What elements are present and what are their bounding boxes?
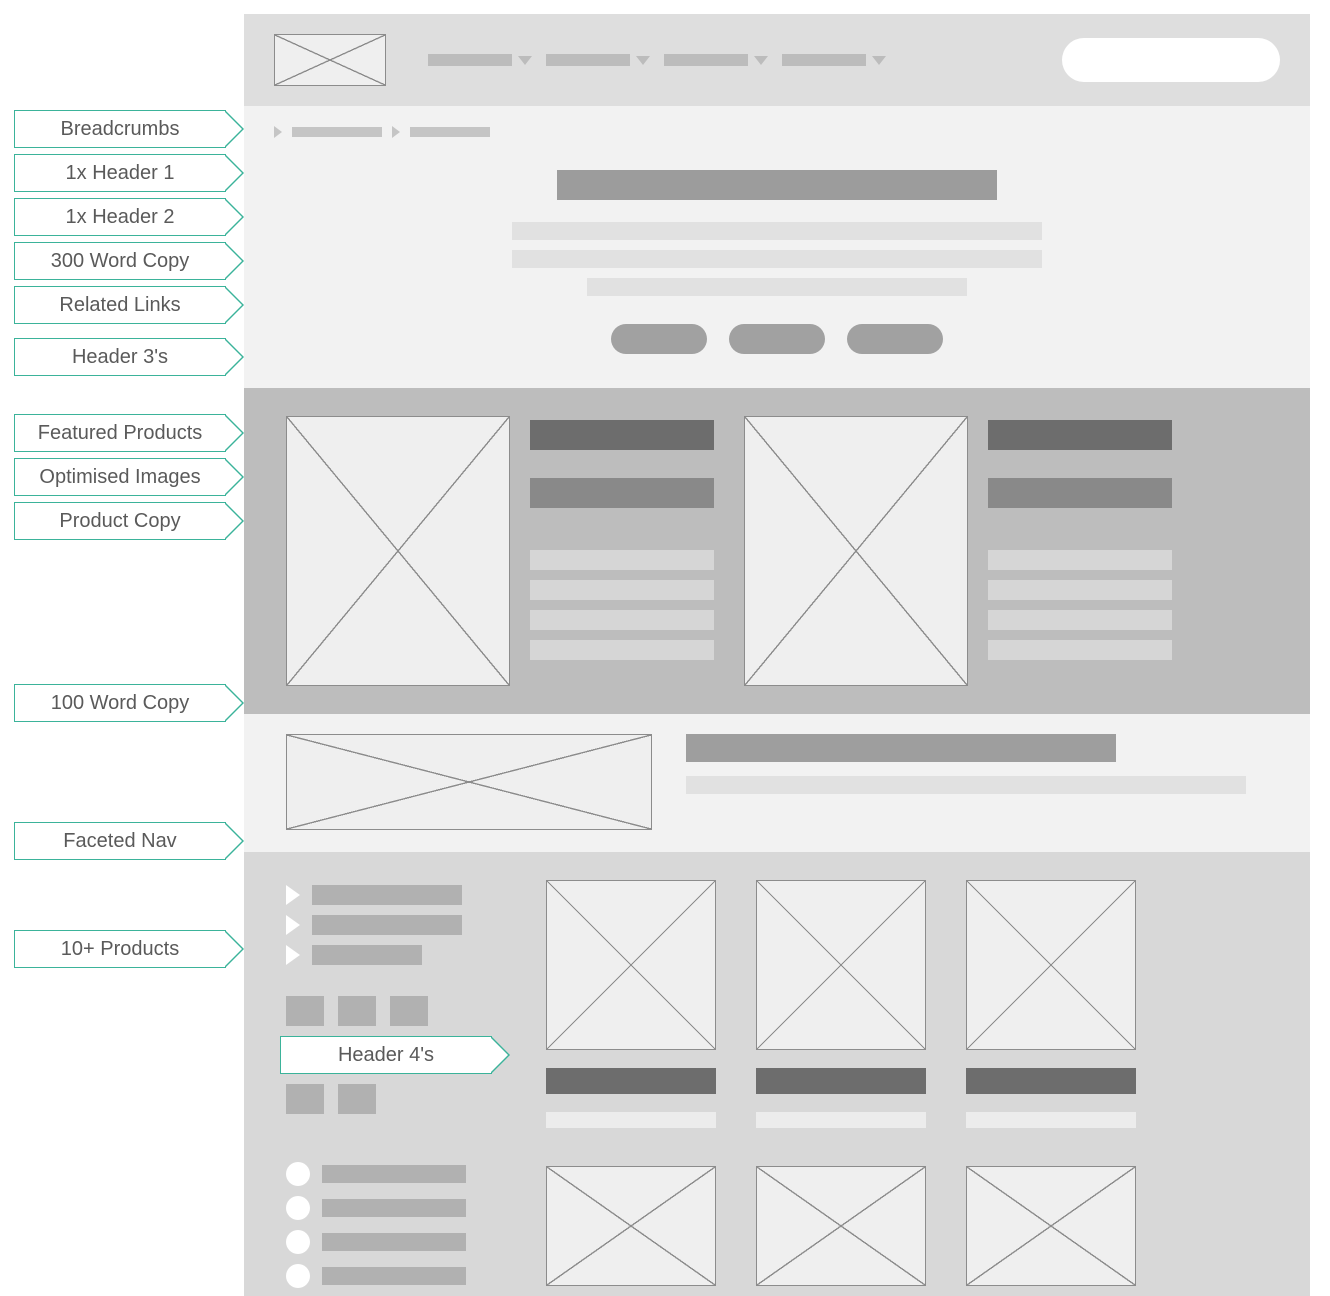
product-copy-line [530, 550, 714, 570]
expand-icon [286, 945, 300, 965]
related-link[interactable] [729, 324, 825, 354]
wireframe-page [244, 14, 1310, 1296]
featured-product[interactable] [286, 416, 714, 686]
chevron-right-icon [274, 126, 282, 138]
radio-icon [286, 1264, 310, 1288]
chevron-down-icon [872, 56, 886, 65]
copy-line [587, 278, 967, 296]
featured-products [244, 388, 1310, 714]
product-copy-line [988, 550, 1172, 570]
product-copy-line [546, 1112, 716, 1128]
facet-group[interactable] [286, 910, 486, 940]
product-copy-line [988, 610, 1172, 630]
featured-product[interactable] [744, 416, 1172, 686]
anno-breadcrumbs: Breadcrumbs [14, 110, 226, 148]
radio-option[interactable] [286, 1230, 486, 1254]
expand-icon [286, 915, 300, 935]
anno-100-word-copy: 100 Word Copy [14, 684, 226, 722]
breadcrumb [274, 120, 1280, 144]
product-subhead [988, 478, 1172, 508]
logo-placeholder[interactable] [274, 34, 386, 86]
anno-related-links: Related Links [14, 286, 226, 324]
breadcrumb-item[interactable] [410, 127, 490, 137]
radio-option[interactable] [286, 1162, 486, 1186]
product-image-placeholder[interactable] [966, 880, 1136, 1050]
facet-group[interactable] [286, 940, 486, 970]
product-copy-line [988, 580, 1172, 600]
related-link[interactable] [847, 324, 943, 354]
expand-icon [286, 885, 300, 905]
product-image-placeholder [744, 416, 968, 686]
product-image-placeholder[interactable] [966, 1166, 1136, 1286]
product-image-placeholder [286, 416, 510, 686]
hero-section [244, 106, 1310, 388]
swatch[interactable] [286, 1084, 324, 1114]
copy-section [244, 714, 1310, 852]
nav-item[interactable] [546, 54, 650, 66]
product-copy-line [756, 1112, 926, 1128]
chevron-down-icon [636, 56, 650, 65]
product-copy-line [988, 640, 1172, 660]
swatch[interactable] [390, 996, 428, 1026]
related-links [274, 324, 1280, 354]
product-image-placeholder[interactable] [756, 880, 926, 1050]
chevron-down-icon [754, 56, 768, 65]
page-h1 [557, 170, 997, 200]
nav-item[interactable] [428, 54, 532, 66]
product-subhead [530, 478, 714, 508]
chevron-right-icon [392, 126, 400, 138]
section-heading [686, 734, 1116, 762]
page-h2 [512, 222, 1042, 240]
product-h4 [966, 1068, 1136, 1094]
radio-option[interactable] [286, 1264, 486, 1288]
anno-faceted-nav: Faceted Nav [14, 822, 226, 860]
nav-item[interactable] [782, 54, 886, 66]
product-h4 [546, 1068, 716, 1094]
radio-icon [286, 1196, 310, 1220]
anno-featured-products: Featured Products [14, 414, 226, 452]
product-copy-line [530, 640, 714, 660]
anno-header-4s: Header 4's [280, 1036, 492, 1074]
anno-optimised-images: Optimised Images [14, 458, 226, 496]
faceted-nav [286, 880, 486, 1296]
product-h3 [988, 420, 1172, 450]
nav-item[interactable] [664, 54, 768, 66]
product-grid [546, 880, 1268, 1296]
radio-option[interactable] [286, 1196, 486, 1220]
topbar [244, 14, 1310, 106]
anno-product-copy: Product Copy [14, 502, 226, 540]
product-copy-line [530, 610, 714, 630]
anno-300-word-copy: 300 Word Copy [14, 242, 226, 280]
primary-nav [428, 54, 886, 66]
swatch[interactable] [338, 1084, 376, 1114]
product-h4 [756, 1068, 926, 1094]
product-copy-line [966, 1112, 1136, 1128]
breadcrumb-item[interactable] [292, 127, 382, 137]
chevron-down-icon [518, 56, 532, 65]
copy-line [686, 776, 1246, 794]
radio-icon [286, 1230, 310, 1254]
anno-header-2: 1x Header 2 [14, 198, 226, 236]
anno-header-1: 1x Header 1 [14, 154, 226, 192]
anno-header-3s: Header 3's [14, 338, 226, 376]
swatch[interactable] [338, 996, 376, 1026]
product-image-placeholder[interactable] [756, 1166, 926, 1286]
anno-10-plus-products: 10+ Products [14, 930, 226, 968]
related-link[interactable] [611, 324, 707, 354]
copy-line [512, 250, 1042, 268]
radio-filter [286, 1162, 486, 1288]
product-image-placeholder[interactable] [546, 880, 716, 1050]
product-copy-line [530, 580, 714, 600]
image-placeholder [286, 734, 652, 830]
product-image-placeholder[interactable] [546, 1166, 716, 1286]
product-h3 [530, 420, 714, 450]
swatch[interactable] [286, 996, 324, 1026]
facet-group[interactable] [286, 880, 486, 910]
search-input[interactable] [1062, 38, 1280, 82]
radio-icon [286, 1162, 310, 1186]
product-grid-section [244, 852, 1310, 1296]
